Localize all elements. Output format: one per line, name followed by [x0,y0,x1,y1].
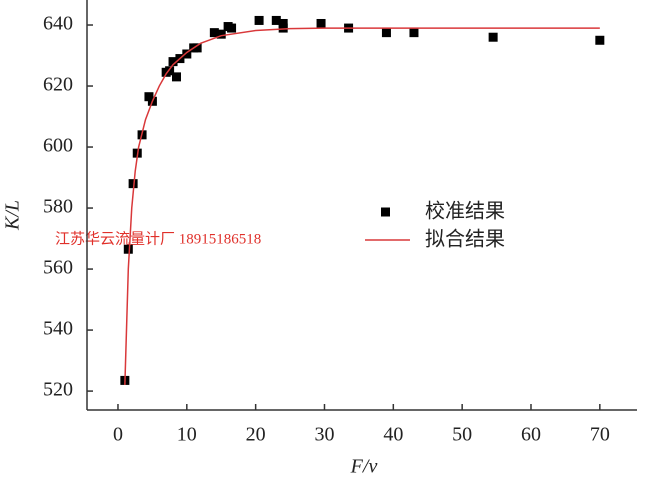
data-point [192,43,202,53]
data-point [316,18,326,28]
data-point [278,18,288,28]
fit-line [124,27,600,386]
x-tick-label: 10 [177,424,197,446]
y-tick-label: 580 [43,196,73,218]
data-point [271,15,281,25]
data-point [488,32,498,42]
x-tick-label: 60 [521,424,541,446]
data-point [278,23,288,33]
x-tick-label: 0 [113,424,123,446]
y-tick-label: 540 [43,318,73,340]
y-axis-label: K/L [2,200,24,231]
x-tick-label: 30 [314,424,334,446]
data-point [182,49,192,59]
data-point [165,66,175,76]
data-point [128,179,138,189]
y-tick-label: 520 [43,379,73,401]
data-point [254,15,264,25]
data-point [123,244,133,254]
y-tick-label: 560 [43,257,73,279]
y-tick-label: 620 [43,74,73,96]
data-point [209,28,219,38]
data-point [381,28,391,38]
y-tick-label: 600 [43,135,73,157]
x-tick-label: 50 [452,424,472,446]
x-tick-label: 70 [590,424,610,446]
data-point [595,35,605,45]
data-point [227,23,237,33]
data-point [168,57,178,67]
x-tick-label: 20 [246,424,266,446]
legend-label: 拟合结果 [425,227,505,251]
data-point [171,72,181,82]
data-point [144,92,154,102]
legend-marker [381,207,390,217]
x-axis-label: F/v [350,456,378,478]
x-tick-label: 40 [383,424,403,446]
data-point [409,28,419,38]
data-point [216,29,226,39]
legend-label: 校准结果 [425,199,505,223]
watermark: 江苏华云流量计厂 18915186518 [55,230,261,247]
y-tick-label: 640 [43,13,73,35]
